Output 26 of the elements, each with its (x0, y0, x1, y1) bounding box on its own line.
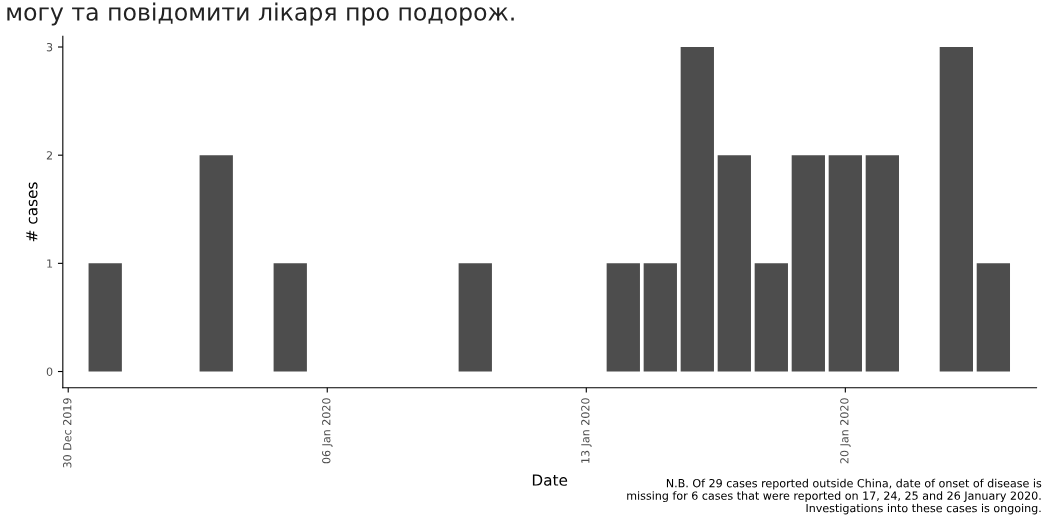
x-axis-title: Date (532, 474, 568, 486)
bar (865, 155, 899, 372)
text: N.B. Of 29 cases reported outside China, date of onset of disease is missing for 6 cases that were reported on 17, 24, 25 and 26 January 2020. Investigations into these cases is ongoing. (627, 478, 1042, 515)
x-tick-label: 20 Jan 2020 (840, 398, 851, 464)
bar (791, 155, 825, 372)
bar (680, 47, 714, 372)
bar (754, 263, 788, 372)
y-tick-label: 1 (47, 259, 53, 268)
y-axis-title: # cases (26, 182, 38, 242)
bar (828, 155, 862, 372)
bar (273, 263, 307, 372)
x-tick-label: 13 Jan 2020 (581, 398, 592, 463)
bar (643, 263, 677, 372)
bar (939, 47, 973, 372)
x-tick-label: 06 Jan 2020 (322, 398, 333, 464)
y-tick-label: 3 (46, 42, 53, 52)
bar (458, 263, 492, 372)
y-tick-label: 0 (46, 367, 53, 376)
bar (199, 155, 233, 372)
bar (606, 263, 640, 372)
bar (976, 263, 1011, 372)
text: могу та повідомити лікаря про подорож. (7, 2, 514, 26)
bar (717, 155, 751, 372)
y-tick-label: 2 (46, 151, 52, 160)
x-tick-label: 30 Dec 2019 (63, 398, 72, 468)
bar (88, 263, 122, 372)
